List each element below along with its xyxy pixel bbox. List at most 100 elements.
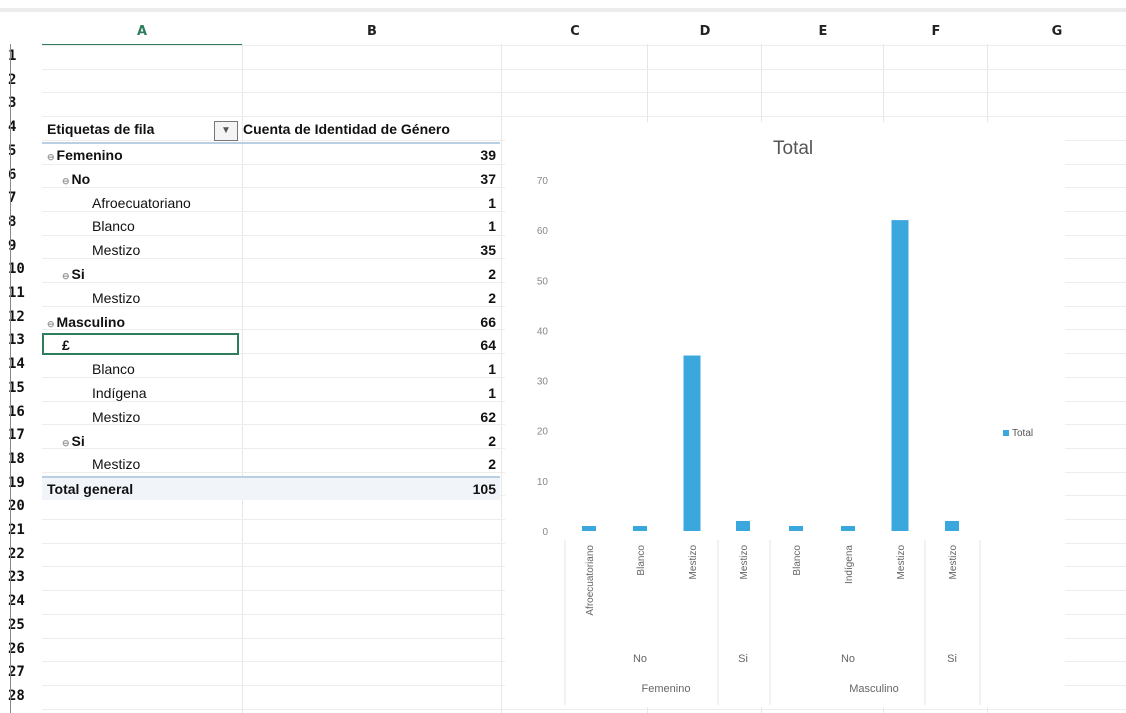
column-header-d[interactable]: D <box>699 24 711 39</box>
row-header-27[interactable]: 27 <box>8 664 25 681</box>
pivot-row-value: 2 <box>488 289 496 306</box>
row-gridline <box>42 68 1126 70</box>
row-header-17[interactable]: 17 <box>8 427 25 444</box>
pivot-row-label: Mestizo <box>92 290 140 306</box>
row-header-5[interactable]: 5 <box>8 142 17 159</box>
column-header-b[interactable]: B <box>367 24 377 39</box>
row-header-1[interactable]: 1 <box>8 48 17 64</box>
pivot-row-text: Si <box>71 432 85 449</box>
row-header-28[interactable]: 28 <box>8 687 25 704</box>
pivot-row-value: 64 <box>480 337 496 354</box>
collapse-icon[interactable]: ⊖ <box>47 318 55 329</box>
column-header-e[interactable]: E <box>818 24 828 39</box>
total-row-bg <box>42 478 500 500</box>
row-header-10[interactable]: 10 <box>8 261 25 278</box>
pivot-row-value: 2 <box>488 266 496 282</box>
pivot-row-text: Indígena <box>92 385 147 401</box>
pivot-row-label[interactable]: ⊖ No <box>62 171 90 187</box>
pivot-row-label[interactable]: ⊖ Femenino <box>47 147 123 163</box>
pivot-row-label[interactable]: £ <box>62 337 70 353</box>
pivot-row-text: No <box>71 170 91 187</box>
column-header-g[interactable]: G <box>1051 24 1063 39</box>
row-gridline <box>42 45 1126 46</box>
pivot-row-value: 62 <box>480 408 496 425</box>
row-header-11[interactable]: 11 <box>8 285 25 301</box>
pivot-row-value: 1 <box>488 361 496 378</box>
pivot-row-text: Afroecuatoriano <box>92 194 191 211</box>
pivot-row-text: Mestizo <box>92 289 141 306</box>
pivot-row-label[interactable]: ⊖ Si <box>62 433 85 449</box>
collapse-icon[interactable]: ⊖ <box>62 175 70 186</box>
row-header-7[interactable]: 7 <box>8 190 17 207</box>
pivot-row-value: 35 <box>480 242 496 259</box>
row-header-22[interactable]: 22 <box>8 545 25 562</box>
pivot-row-text: Masculino <box>56 313 126 330</box>
row-header-16[interactable]: 16 <box>8 403 25 420</box>
pivot-row-value: 2 <box>488 432 496 449</box>
filter-dropdown-icon[interactable]: ▼ <box>214 121 238 141</box>
row-header-23[interactable]: 23 <box>8 569 25 586</box>
row-header-20[interactable]: 20 <box>8 498 25 515</box>
chart-legend: Total <box>1003 428 1033 439</box>
pivot-row-label: Blanco <box>92 218 135 234</box>
total-separator <box>42 476 500 478</box>
collapse-icon[interactable]: ⊖ <box>62 437 70 448</box>
row-header-25[interactable]: 25 <box>8 616 25 633</box>
pivot-row-label: Mestizo <box>92 409 140 425</box>
row-header-14[interactable]: 14 <box>8 356 25 373</box>
header-underline <box>42 142 500 144</box>
row-header-4[interactable]: 4 <box>8 119 17 136</box>
pivot-row-label[interactable]: ⊖ Masculino <box>47 314 125 330</box>
pivot-row-value: 37 <box>480 170 496 187</box>
row-header-13[interactable]: 13 <box>8 332 25 349</box>
row-gridline <box>42 116 1126 118</box>
pivot-row-text: Femenino <box>56 147 123 163</box>
collapse-icon[interactable]: ⊖ <box>47 152 55 162</box>
pivot-row-text: Blanco <box>92 361 135 378</box>
column-header-a[interactable]: A <box>42 20 242 46</box>
row-header-18[interactable]: 18 <box>8 450 25 467</box>
active-cell-A13[interactable] <box>42 333 239 355</box>
row-header-3[interactable]: 3 <box>8 95 17 112</box>
row-header-6[interactable]: 6 <box>8 166 17 183</box>
pivot-row-value: 2 <box>488 456 496 473</box>
pivot-row-label: Blanco <box>92 361 135 377</box>
pivot-row-value: 1 <box>488 218 496 235</box>
pivot-row-label: Mestizo <box>92 456 140 472</box>
row-header-8[interactable]: 8 <box>8 213 17 230</box>
pivot-row-labels-header: Etiquetas de fila <box>47 121 155 137</box>
collapse-icon[interactable]: ⊖ <box>62 271 70 281</box>
row-header-21[interactable]: 21 <box>8 522 25 538</box>
row-header-2[interactable]: 2 <box>8 71 17 88</box>
pivot-row-text: £ <box>62 337 70 354</box>
pivot-row-label: Mestizo <box>92 242 140 258</box>
chart-title: Total <box>773 138 814 159</box>
legend-swatch <box>1003 430 1009 436</box>
total-general-value: 105 <box>472 481 496 497</box>
row-header-9[interactable]: 9 <box>8 237 17 254</box>
pivot-row-label[interactable]: ⊖ Si <box>62 266 85 282</box>
column-gridline <box>242 44 243 713</box>
pivot-row-value: 39 <box>480 147 496 163</box>
top-border <box>0 8 1126 12</box>
pivot-row-text: Blanco <box>92 218 135 235</box>
chart-area[interactable] <box>505 122 1065 707</box>
pivot-row-value: 1 <box>488 194 496 211</box>
row-header-15[interactable]: 15 <box>8 379 25 396</box>
row-header-24[interactable]: 24 <box>8 593 25 610</box>
row-header-divider <box>10 44 11 713</box>
column-header-f[interactable]: F <box>931 24 941 39</box>
pivot-value-header: Cuenta de Identidad de Género <box>243 121 450 137</box>
row-gridline <box>42 92 1126 94</box>
pivot-row-text: Mestizo <box>92 408 141 425</box>
total-general-label: Total general <box>47 481 134 497</box>
column-header-c[interactable]: C <box>570 24 580 39</box>
pivot-row-label: Indígena <box>92 385 147 401</box>
row-header-12[interactable]: 12 <box>8 308 25 325</box>
row-header-26[interactable]: 26 <box>8 640 25 657</box>
row-header-19[interactable]: 19 <box>8 474 25 491</box>
row-gridline <box>42 708 1126 710</box>
legend-label: Total <box>1012 428 1034 439</box>
pivot-row-value: 66 <box>480 313 496 330</box>
